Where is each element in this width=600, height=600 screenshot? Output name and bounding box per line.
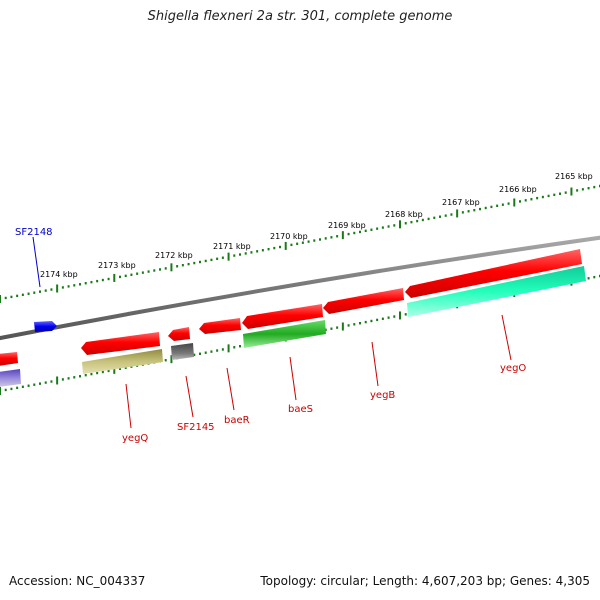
leader-yego	[501, 314, 512, 361]
label-leader-lines	[32, 236, 512, 429]
leader-baer	[226, 367, 235, 411]
scale-label-2170: 2170 kbp	[270, 232, 308, 241]
gene-label-baes[interactable]: baeS	[288, 404, 313, 415]
feature-left-edge-purple[interactable]	[0, 369, 21, 387]
scale-label-2169: 2169 kbp	[328, 221, 366, 230]
gene-label-sf2145[interactable]: SF2145	[177, 422, 215, 433]
scale-label-2166: 2166 kbp	[499, 185, 537, 194]
gene-row-red	[0, 249, 582, 366]
feature-row	[0, 266, 586, 387]
scale-label-2171: 2171 kbp	[213, 242, 251, 251]
gene-yego-arrow[interactable]	[405, 249, 582, 298]
accession-text: Accession: NC_004337	[9, 574, 146, 588]
scale-label-2172: 2172 kbp	[155, 251, 193, 260]
outer-scale-track	[0, 184, 600, 303]
leader-yegq	[125, 383, 132, 429]
scale-labels: 2165 kbp 2166 kbp 2167 kbp 2168 kbp 2169…	[40, 172, 593, 279]
gene-baes-arrow[interactable]	[242, 304, 323, 329]
scale-label-2168: 2168 kbp	[385, 210, 423, 219]
gene-label-baer[interactable]: baeR	[224, 415, 250, 426]
gene-label-yegb[interactable]: yegB	[370, 390, 395, 401]
gene-left-edge-red[interactable]	[0, 352, 18, 366]
genome-backbone	[0, 235, 600, 341]
genome-summary-text: Topology: circular; Length: 4,607,203 bp…	[260, 574, 590, 588]
leader-sf2148	[32, 236, 41, 288]
feature-yegq-olive[interactable]	[82, 349, 163, 374]
scale-label-2167: 2167 kbp	[442, 198, 480, 207]
genome-title: Shigella flexneri 2a str. 301, complete …	[147, 9, 453, 24]
feature-baes-green[interactable]	[243, 320, 326, 348]
scale-label-2173: 2173 kbp	[98, 261, 136, 270]
gene-sf2148-arrow[interactable]	[34, 321, 57, 332]
leader-baes	[289, 356, 297, 401]
gene-label-sf2148[interactable]: SF2148	[15, 227, 53, 238]
leader-sf2145	[185, 375, 194, 418]
gene-yegq-arrow[interactable]	[81, 332, 160, 355]
gene-label-yegq[interactable]: yegQ	[122, 433, 148, 444]
gene-yegb-arrow[interactable]	[323, 288, 404, 314]
feature-sf2145-gray[interactable]	[171, 343, 194, 360]
gene-sf2145-arrow[interactable]	[168, 327, 190, 341]
gene-labels: SF2148 yegQ SF2145 baeR baeS yegB yegO	[15, 227, 526, 444]
leader-yegb	[371, 341, 379, 387]
scale-label-2174: 2174 kbp	[40, 270, 78, 279]
gene-baer-arrow[interactable]	[199, 318, 241, 334]
scale-label-2165: 2165 kbp	[555, 172, 593, 181]
feature-yego-aqua[interactable]	[407, 266, 586, 317]
gene-label-yego[interactable]: yegO	[500, 363, 526, 374]
